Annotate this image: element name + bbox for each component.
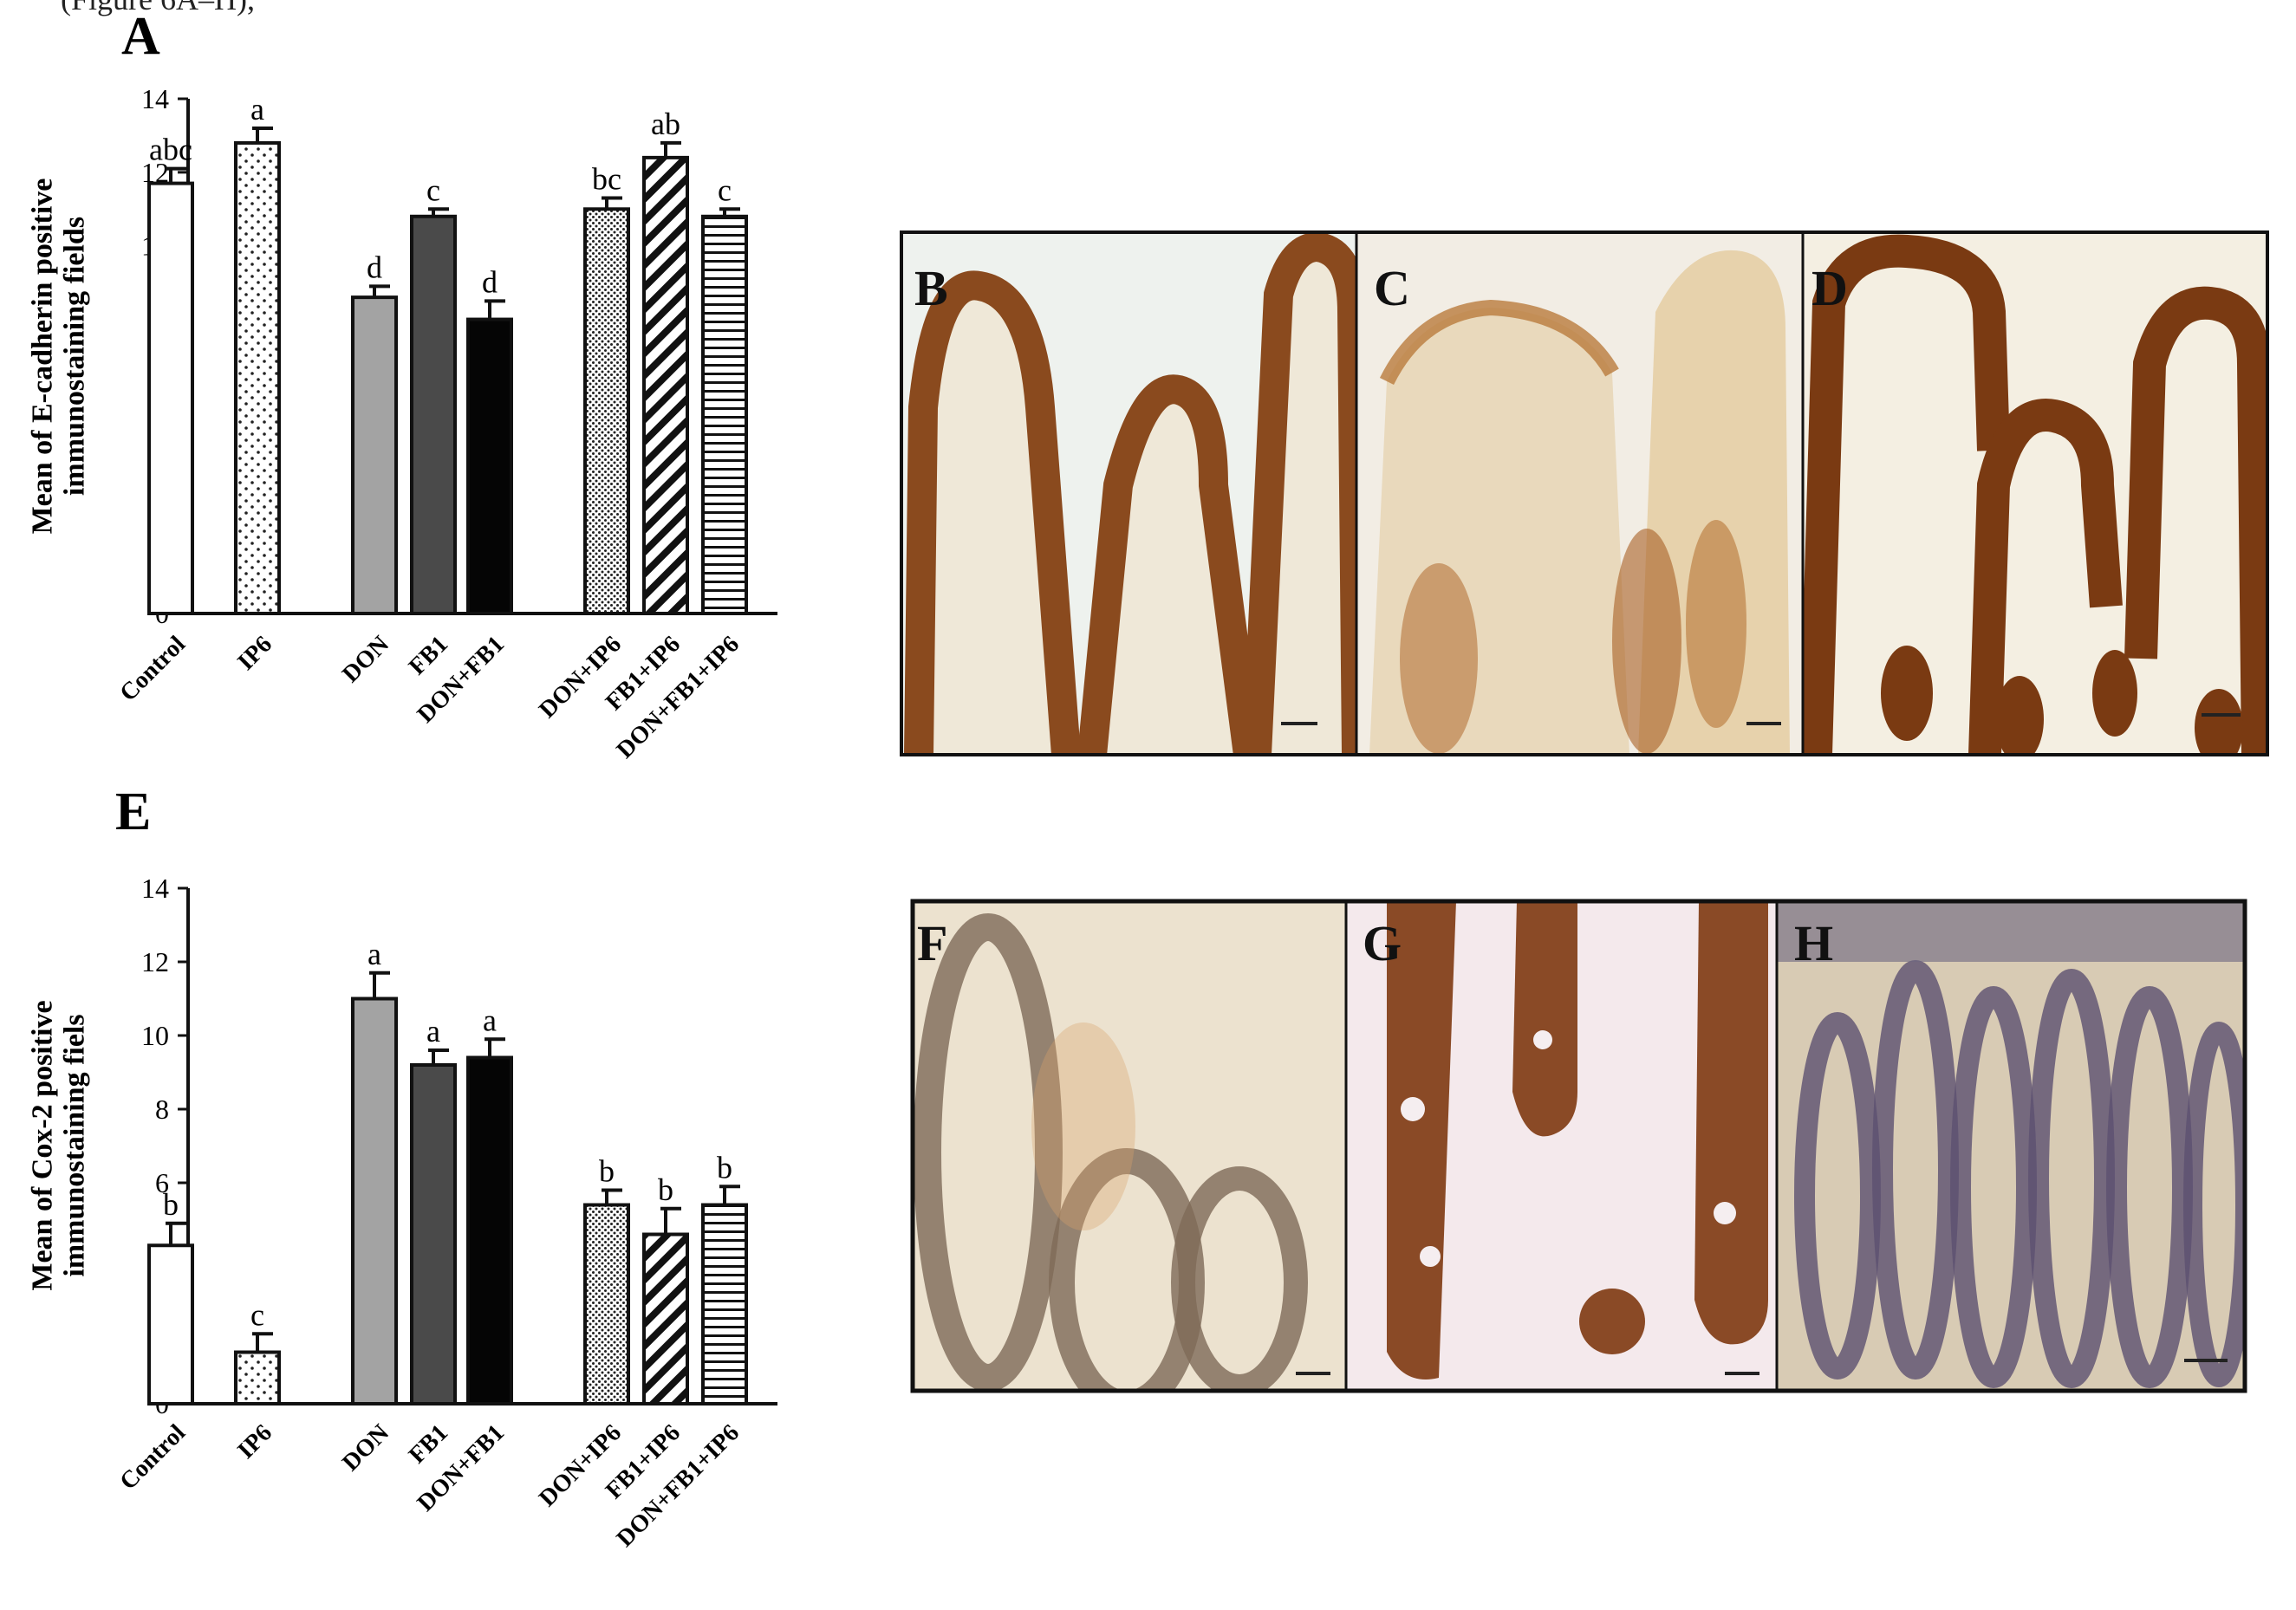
- error-bar: [602, 1188, 622, 1205]
- category-label: FB1: [404, 1419, 453, 1469]
- category-label: Control: [114, 1419, 191, 1496]
- error-bar: [369, 971, 390, 999]
- y-axis-title: Mean of E-cadherin positiveimmunostainin…: [26, 179, 90, 535]
- micrograph-d: [1803, 232, 2267, 755]
- y-tick-label: 8: [155, 1094, 169, 1125]
- y-tick-label: 6: [155, 1167, 169, 1198]
- y-tick-label: 12: [141, 946, 169, 977]
- significance-label: bc: [592, 162, 621, 197]
- micrograph-label-g: G: [1363, 915, 1402, 971]
- error-bar: [660, 1206, 681, 1235]
- category-label: IP6: [232, 1419, 277, 1464]
- micrograph-strip-cox2: F G H: [910, 899, 2247, 1393]
- category-label: FB1: [404, 631, 453, 680]
- micrograph-label-h: H: [1794, 915, 1833, 971]
- bar-fb1-ip6: [642, 155, 689, 615]
- significance-label: a: [250, 92, 264, 127]
- chart-e-cox2: 02468101214Mean of Cox-2 positiveimmunos…: [26, 873, 777, 1552]
- category-label: Control: [114, 631, 191, 707]
- significance-label: c: [718, 172, 732, 207]
- bar-don-fb1: [466, 1055, 513, 1406]
- bar-don: [351, 997, 398, 1406]
- error-bar: [485, 1037, 505, 1058]
- micrograph-label-d: D: [1811, 260, 1848, 316]
- error-bar: [719, 207, 740, 217]
- micrograph-label-f: F: [917, 915, 947, 971]
- significance-label: b: [658, 1172, 673, 1207]
- micrograph-strip-ecadherin: B C D: [900, 230, 2269, 756]
- bar-don-fb1-ip6: [701, 1203, 748, 1406]
- micrograph-label-c: C: [1374, 260, 1410, 316]
- significance-label: b: [599, 1154, 615, 1189]
- micrograph-h: [1777, 901, 2245, 1391]
- significance-label: abc: [149, 133, 192, 167]
- significance-label: ab: [651, 107, 680, 141]
- micrograph-c: [1356, 232, 1803, 755]
- micrograph-g: [1346, 901, 1777, 1391]
- error-bar: [166, 166, 186, 184]
- bar-ip6: [234, 1350, 281, 1406]
- significance-label: c: [426, 172, 440, 207]
- bar-fb1: [410, 214, 457, 615]
- error-bar: [252, 1332, 273, 1353]
- y-axis-title: Mean of Cox-2 positiveimmunostaining fie…: [26, 1000, 90, 1290]
- y-tick-label: 14: [141, 83, 169, 114]
- micrograph-b: [901, 232, 1356, 755]
- error-bar: [428, 207, 449, 217]
- error-bar: [428, 1048, 449, 1065]
- bar-ip6: [234, 140, 281, 615]
- bar-control: [147, 1243, 194, 1406]
- significance-label: a: [483, 1003, 497, 1037]
- y-tick-label: 14: [141, 873, 169, 904]
- y-tick-label: 10: [141, 1020, 169, 1051]
- error-bar: [166, 1221, 186, 1246]
- bar-fb1-ip6: [642, 1232, 689, 1406]
- error-bar: [252, 126, 273, 143]
- error-bar: [719, 1185, 740, 1205]
- bar-don-fb1-ip6: [701, 214, 748, 615]
- significance-label: d: [367, 250, 382, 284]
- category-label: DON: [337, 631, 394, 688]
- micrograph-label-b: B: [914, 260, 948, 316]
- bar-control: [147, 181, 194, 615]
- panel-letter-a: A: [121, 7, 160, 66]
- bar-don-ip6: [583, 1203, 630, 1406]
- error-bar: [369, 284, 390, 298]
- error-bar: [660, 140, 681, 158]
- significance-label: c: [250, 1297, 264, 1332]
- chart-a-ecadherin: 02468101214Mean of E-cadherin positiveim…: [26, 83, 777, 763]
- category-label: IP6: [232, 631, 277, 676]
- significance-label: a: [367, 937, 381, 971]
- panel-letter-e: E: [115, 782, 151, 841]
- bar-fb1: [410, 1063, 457, 1406]
- bar-don-fb1: [466, 317, 513, 615]
- significance-label: b: [163, 1187, 179, 1222]
- significance-label: b: [717, 1150, 732, 1185]
- micrograph-f: [913, 901, 1346, 1391]
- bar-don-ip6: [583, 207, 630, 616]
- significance-label: d: [482, 264, 498, 299]
- category-label: DON: [337, 1419, 394, 1477]
- significance-label: a: [426, 1014, 440, 1048]
- caption-fragment: (Figure 6A–H),: [61, 0, 255, 17]
- error-bar: [485, 299, 505, 320]
- bar-don: [351, 295, 398, 615]
- error-bar: [602, 196, 622, 210]
